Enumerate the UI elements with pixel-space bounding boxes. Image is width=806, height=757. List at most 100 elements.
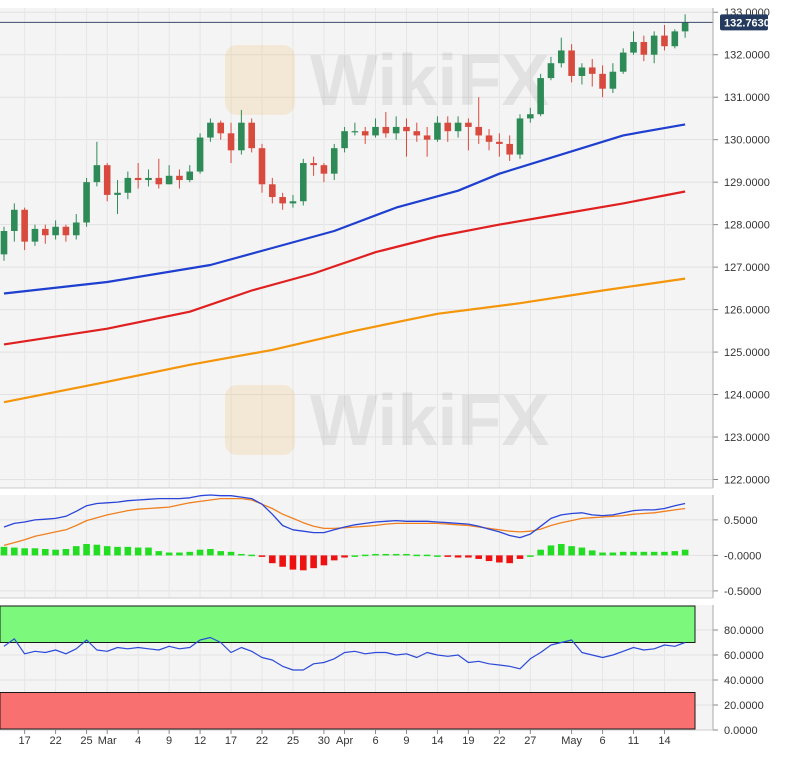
macd-histogram-bar (227, 551, 235, 556)
candle-body (619, 52, 627, 72)
macd-histogram-bar (372, 553, 379, 556)
price-y-axis: 133.0000132.0000131.0000130.0000129.0000… (0, 7, 770, 487)
candle-body (217, 122, 225, 134)
macd-histogram-bar (72, 546, 80, 556)
candle (568, 44, 575, 83)
macd-histogram-bar (196, 549, 204, 556)
macd-histogram-bar (630, 551, 637, 556)
macd-histogram-bar (361, 554, 369, 557)
candle (619, 48, 627, 74)
candle (341, 126, 348, 153)
macd-tick-label: -0.5000 (724, 586, 761, 598)
candle (21, 207, 28, 251)
macd-histogram-bar (578, 547, 586, 556)
candle-body (341, 131, 348, 149)
price-tick-label: 128.0000 (724, 220, 770, 232)
candle (114, 180, 121, 215)
macd-histogram-bar (475, 555, 483, 559)
candle (41, 224, 49, 244)
candle (640, 35, 648, 62)
x-tick-label: 12 (194, 735, 206, 747)
candle-body (661, 35, 668, 47)
candle-body (599, 73, 606, 89)
price-tick-label: 129.0000 (724, 177, 770, 189)
candle (248, 118, 255, 153)
macd-histogram-bar (41, 548, 49, 556)
candles (0, 14, 689, 261)
macd-signal-line (3, 497, 686, 547)
macd-histogram-bar (661, 551, 668, 556)
macd-histogram-bar (238, 553, 245, 556)
rsi-overbought-zone (0, 605, 696, 643)
macd-histogram-bar (279, 555, 286, 567)
candle (465, 118, 472, 151)
candle (103, 163, 111, 202)
candle-body (83, 182, 90, 223)
candle-body (423, 135, 431, 140)
candle-body (547, 63, 555, 79)
macd-histogram-bar (176, 552, 183, 556)
candle (72, 214, 80, 240)
candle-body (248, 122, 255, 149)
candle (62, 224, 70, 242)
candle-body (176, 175, 183, 181)
ma50-line (3, 123, 686, 295)
macd-histogram-bar (52, 549, 59, 556)
candle-body (196, 137, 204, 172)
rsi-tick-label: 0.0000 (724, 725, 758, 737)
macd-histogram-bar (320, 555, 328, 566)
macd-histogram-bar (351, 555, 359, 557)
macd-histogram-bar (588, 550, 596, 556)
candle-body (186, 171, 194, 181)
candle-body (454, 122, 462, 132)
candle-body (640, 41, 648, 55)
candle-body (31, 228, 39, 242)
price-tick-label: 132.0000 (724, 50, 770, 62)
macd-histogram-bar (496, 555, 503, 563)
macd-histogram-bar (155, 551, 163, 556)
x-tick-label: 17 (19, 735, 31, 747)
candle-body (238, 122, 245, 151)
candle (207, 118, 214, 142)
candle (444, 116, 452, 142)
macd-histogram (0, 544, 689, 571)
watermark-logo-icon (225, 385, 295, 455)
candle-body (21, 209, 28, 242)
price-tick-label: 125.0000 (724, 347, 770, 359)
macd-histogram-bar (599, 552, 606, 556)
macd-histogram-bar (114, 546, 121, 556)
candle (382, 112, 390, 138)
macd-histogram-bar (444, 555, 452, 557)
x-tick-label: 14 (431, 735, 443, 747)
candle-body (124, 177, 132, 193)
pane-background-1 (0, 8, 713, 488)
candle (609, 63, 617, 93)
price-tick-label: 130.0000 (724, 135, 770, 147)
macd-histogram-bar (248, 554, 255, 557)
x-tick-label: 22 (256, 735, 268, 747)
x-tick-label: 17 (225, 735, 237, 747)
macd-tick-label: -0.0000 (724, 550, 761, 562)
candle (650, 31, 658, 64)
candle-body (681, 22, 689, 32)
candle (527, 107, 534, 123)
watermark-text: WikiFX (310, 41, 549, 121)
candle (186, 165, 194, 183)
macd-histogram-bar (382, 553, 390, 556)
candle (11, 203, 18, 242)
candle (361, 126, 369, 144)
candle-body (134, 177, 142, 181)
candle-body (382, 126, 390, 134)
candle (134, 163, 142, 189)
candle (289, 194, 297, 208)
candle-body (527, 114, 534, 119)
x-tick-label: Apr (336, 735, 353, 747)
candle-body (93, 165, 101, 183)
macd-histogram-bar (537, 549, 544, 556)
candle-body (475, 126, 483, 136)
candle-body (361, 131, 369, 136)
last-price-badge: 132.7630 (720, 14, 770, 31)
price-tick-label: 127.0000 (724, 262, 770, 274)
candle-body (114, 192, 121, 195)
macd-histogram-bar (289, 555, 297, 570)
